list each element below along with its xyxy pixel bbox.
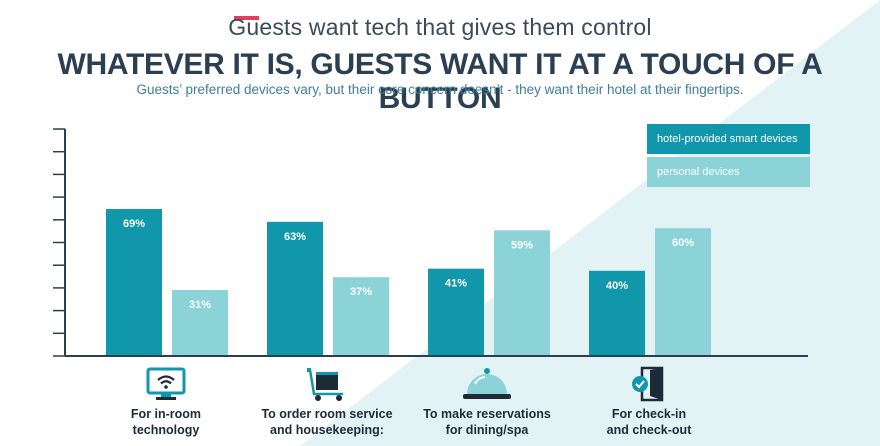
category-room-service: To order room service and housekeeping: [232,366,422,438]
category-label-line1: To order room service [261,407,393,421]
bar-hotel [267,221,323,356]
data-label: 37% [350,286,372,298]
data-label: 40% [606,280,628,292]
bar-hotel [106,209,162,356]
bar-personal [172,289,228,356]
door-check-icon [632,366,664,402]
bar-personal [655,228,711,356]
data-label: 60% [672,237,694,249]
category-label-line1: To make reservations [423,407,551,421]
bar-personal [494,230,550,356]
category-reservations: To make reservations for dining/spa [392,366,582,438]
category-check-in: For check-in and check-out [554,366,744,438]
title-accent-bar [234,16,259,20]
bar-hotel [589,270,645,356]
category-label-line2: and check-out [606,423,692,437]
legend-personal-devices: personal devices [647,157,810,187]
chart-subtitle: Guests’ preferred devices vary, but thei… [136,82,744,97]
category-label-line1: For in-room [130,407,202,421]
legend-hotel-devices: hotel-provided smart devices [647,124,810,154]
food-cloche-icon [463,368,511,399]
category-in-room-technology: For in-room technology [71,366,261,438]
data-label: 63% [284,231,306,243]
chart-kicker: Guests want tech that gives them control [228,14,652,40]
chart-title: WHATEVER IT IS, GUESTS WANT IT AT A TOUC… [57,48,823,115]
category-label-line1: For check-in [611,407,687,421]
category-label-line2: for dining/spa [445,423,529,437]
data-label: 59% [511,239,533,251]
bar-personal [333,277,389,356]
bar-hotel [428,268,484,356]
data-label: 69% [123,218,145,230]
data-label: 31% [189,299,211,311]
data-label: 41% [445,278,467,290]
category-label-line2: and housekeeping: [270,423,384,437]
wifi-monitor-icon [146,367,186,400]
room-service-cart-icon [307,368,343,401]
category-label-line2: technology [132,423,200,437]
